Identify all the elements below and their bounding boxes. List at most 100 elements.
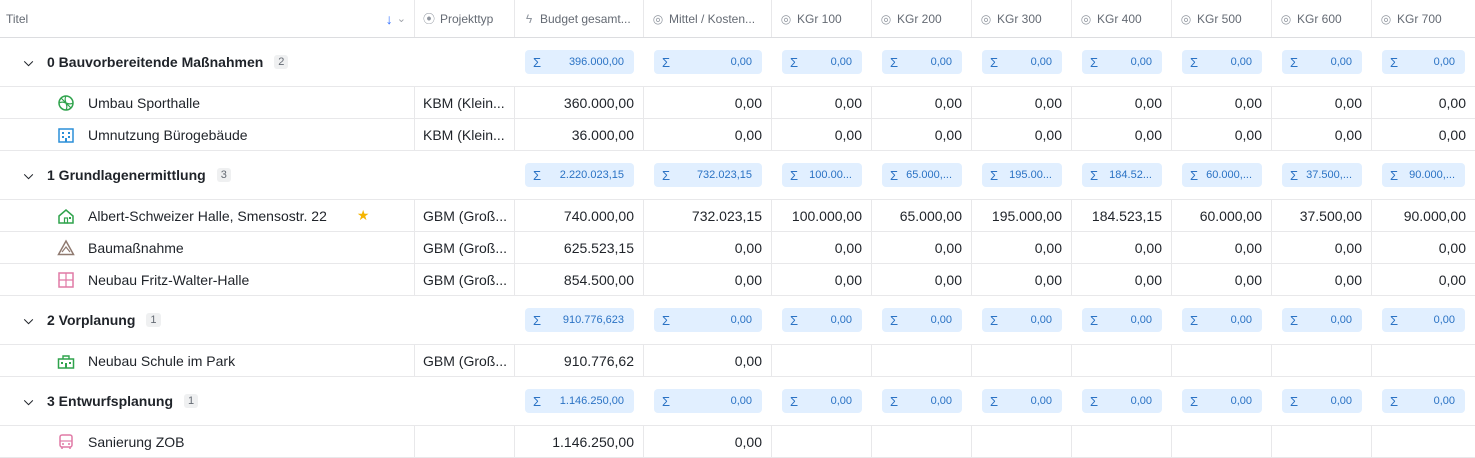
chevron-down-icon[interactable]: ⌵	[24, 54, 34, 69]
sum-badge[interactable]: Σ 0,00	[982, 389, 1062, 413]
table-row[interactable]: Neubau Schule im Park GBM (Groß... 910.776…	[0, 345, 1475, 377]
column-header-kgr-300[interactable]: ◎ KGr 300	[972, 0, 1072, 37]
row-projekttyp-cell[interactable]: KBM (Klein...	[415, 87, 515, 118]
table-row[interactable]: Umbau Sporthalle KBM (Klein... 360.000,00 0…	[0, 87, 1475, 119]
sum-badge[interactable]: Σ 0,00	[654, 389, 762, 413]
sort-control[interactable]: ↓ ⌄	[386, 11, 406, 27]
sum-badge[interactable]: Σ 396.000,00	[525, 50, 634, 74]
row-kgr-cell[interactable]: 184.523,15	[1072, 200, 1172, 231]
column-header-kgr-400[interactable]: ◎ KGr 400	[1072, 0, 1172, 37]
row-kgr-cell[interactable]: 0,00	[972, 232, 1072, 263]
row-kgr-cell[interactable]: 90.000,00	[1372, 200, 1475, 231]
sum-badge[interactable]: Σ 732.023,15	[654, 163, 762, 187]
chevron-down-icon[interactable]: ⌄	[396, 13, 406, 25]
row-kgr-cell[interactable]: 195.000,00	[972, 200, 1072, 231]
row-kgr-cell[interactable]: 0,00	[1172, 119, 1272, 150]
sum-badge[interactable]: Σ 0,00	[982, 308, 1062, 332]
row-kgr-cell[interactable]: 60.000,00	[1172, 200, 1272, 231]
row-kgr-cell[interactable]: 0,00	[972, 87, 1072, 118]
sum-badge[interactable]: Σ 910.776,623	[525, 308, 634, 332]
column-header-kgr-600[interactable]: ◎ KGr 600	[1272, 0, 1372, 37]
row-budget-cell[interactable]: 36.000,00	[515, 119, 644, 150]
row-kgr-cell[interactable]	[1372, 426, 1475, 457]
row-kgr-cell[interactable]: 65.000,00	[872, 200, 972, 231]
group-title-cell[interactable]: ⌵ 1 Grundlagenermittlung 3	[0, 151, 415, 199]
sum-badge[interactable]: Σ 0,00	[1282, 389, 1362, 413]
row-kgr-cell[interactable]	[1172, 426, 1272, 457]
row-kgr-cell[interactable]: 0,00	[1372, 264, 1475, 295]
row-kgr-cell[interactable]	[1072, 345, 1172, 376]
table-row[interactable]: Baumaßnahme GBM (Groß... 625.523,15 0,00 0,0…	[0, 232, 1475, 264]
sum-badge[interactable]: Σ 0,00	[654, 50, 762, 74]
row-mittel-cell[interactable]: 0,00	[644, 232, 772, 263]
sum-badge[interactable]: Σ 0,00	[1182, 308, 1262, 332]
sum-badge[interactable]: Σ 0,00	[882, 389, 962, 413]
chevron-down-icon[interactable]: ⌵	[24, 312, 34, 327]
row-budget-cell[interactable]: 625.523,15	[515, 232, 644, 263]
row-projekttyp-cell[interactable]: GBM (Groß...	[415, 232, 515, 263]
row-kgr-cell[interactable]: 0,00	[1372, 119, 1475, 150]
sum-badge[interactable]: Σ 0,00	[1082, 389, 1162, 413]
sum-badge[interactable]: Σ 0,00	[1182, 50, 1262, 74]
column-header-kgr-500[interactable]: ◎ KGr 500	[1172, 0, 1272, 37]
sum-badge[interactable]: Σ 0,00	[1182, 389, 1262, 413]
column-header-title[interactable]: Titel ↓ ⌄	[0, 0, 415, 37]
row-projekttyp-cell[interactable]: GBM (Groß...	[415, 200, 515, 231]
row-mittel-cell[interactable]: 0,00	[644, 426, 772, 457]
sum-badge[interactable]: Σ 0,00	[1082, 50, 1162, 74]
row-kgr-cell[interactable]: 0,00	[772, 87, 872, 118]
sort-arrow-down-icon[interactable]: ↓	[385, 10, 393, 27]
row-mittel-cell[interactable]: 0,00	[644, 264, 772, 295]
sum-badge[interactable]: Σ 65.000,...	[882, 163, 962, 187]
column-header-kgr-700[interactable]: ◎ KGr 700	[1372, 0, 1475, 37]
row-kgr-cell[interactable]: 0,00	[1072, 264, 1172, 295]
sum-badge[interactable]: Σ 0,00	[782, 389, 862, 413]
row-mittel-cell[interactable]: 0,00	[644, 119, 772, 150]
row-kgr-cell[interactable]: 100.000,00	[772, 200, 872, 231]
sum-badge[interactable]: Σ 60.000,...	[1182, 163, 1262, 187]
row-kgr-cell[interactable]: 0,00	[872, 232, 972, 263]
row-kgr-cell[interactable]: 0,00	[1372, 232, 1475, 263]
row-kgr-cell[interactable]	[1272, 345, 1372, 376]
group-title-cell[interactable]: ⌵ 2 Vorplanung 1	[0, 296, 415, 344]
row-projekttyp-cell[interactable]	[415, 426, 515, 457]
chevron-down-icon[interactable]: ⌵	[24, 167, 34, 182]
row-kgr-cell[interactable]: 0,00	[872, 264, 972, 295]
table-row[interactable]: Albert-Schweizer Halle, Smensostr. 22 ★ GB…	[0, 200, 1475, 232]
row-kgr-cell[interactable]: 0,00	[872, 119, 972, 150]
group-header-row[interactable]: ⌵ 2 Vorplanung 1 Σ 910.776,623 Σ 0,00 Σ 0,00 Σ 0,0…	[0, 296, 1475, 345]
group-header-row[interactable]: ⌵ 3 Entwurfsplanung 1 Σ 1.146.250,00 Σ 0,00 Σ 0,…	[0, 377, 1475, 426]
row-kgr-cell[interactable]: 0,00	[1172, 232, 1272, 263]
sum-badge[interactable]: Σ 1.146.250,00	[525, 389, 634, 413]
sum-badge[interactable]: Σ 0,00	[1282, 50, 1362, 74]
row-title-cell[interactable]: Umnutzung Bürogebäude	[0, 119, 415, 150]
row-mittel-cell[interactable]: 0,00	[644, 87, 772, 118]
row-kgr-cell[interactable]: 0,00	[972, 119, 1072, 150]
row-kgr-cell[interactable]: 0,00	[1072, 87, 1172, 118]
column-header-projekttyp[interactable]: ⦿ Projekttyp	[415, 0, 515, 37]
sum-badge[interactable]: Σ 184.52...	[1082, 163, 1162, 187]
sum-badge[interactable]: Σ 90.000,...	[1382, 163, 1465, 187]
sum-badge[interactable]: Σ 100.00...	[782, 163, 862, 187]
column-header-kgr-100[interactable]: ◎ KGr 100	[772, 0, 872, 37]
row-kgr-cell[interactable]: 0,00	[1172, 87, 1272, 118]
sum-badge[interactable]: Σ 195.00...	[982, 163, 1062, 187]
column-header-kgr-200[interactable]: ◎ KGr 200	[872, 0, 972, 37]
row-mittel-cell[interactable]: 732.023,15	[644, 200, 772, 231]
row-title-cell[interactable]: Sanierung ZOB	[0, 426, 415, 457]
row-budget-cell[interactable]: 910.776,62	[515, 345, 644, 376]
table-row[interactable]: Umnutzung Bürogebäude KBM (Klein... 36.000…	[0, 119, 1475, 151]
row-kgr-cell[interactable]: 0,00	[1372, 87, 1475, 118]
row-kgr-cell[interactable]	[772, 345, 872, 376]
row-budget-cell[interactable]: 740.000,00	[515, 200, 644, 231]
row-title-cell[interactable]: Umbau Sporthalle	[0, 87, 415, 118]
sum-badge[interactable]: Σ 0,00	[1382, 389, 1465, 413]
row-budget-cell[interactable]: 360.000,00	[515, 87, 644, 118]
sum-badge[interactable]: Σ 0,00	[654, 308, 762, 332]
group-header-row[interactable]: ⌵ 0 Bauvorbereitende Maßnahmen 2 Σ 396.000,0…	[0, 38, 1475, 87]
row-kgr-cell[interactable]	[872, 426, 972, 457]
row-kgr-cell[interactable]	[1272, 426, 1372, 457]
row-kgr-cell[interactable]	[1372, 345, 1475, 376]
row-kgr-cell[interactable]: 0,00	[872, 87, 972, 118]
sum-badge[interactable]: Σ 0,00	[782, 50, 862, 74]
